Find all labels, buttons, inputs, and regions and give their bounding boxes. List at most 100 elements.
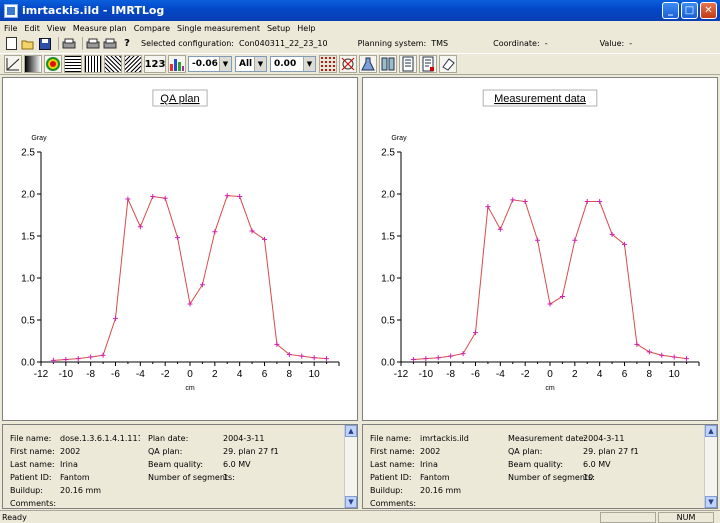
data-point <box>274 341 280 347</box>
data-point <box>212 229 218 235</box>
data-point <box>684 356 690 362</box>
y-tick-label: 2.0 <box>381 190 395 201</box>
report-alt-icon[interactable] <box>419 55 437 73</box>
grid-dots-icon[interactable] <box>319 55 337 73</box>
data-point <box>175 235 181 241</box>
scroll-up-icon[interactable]: ▲ <box>705 425 717 437</box>
x-tick-label: -12 <box>394 369 409 380</box>
eraser-icon[interactable] <box>439 55 457 73</box>
y-axis-label: Gray <box>31 135 47 142</box>
print-icon[interactable] <box>62 37 76 50</box>
close-button[interactable]: ✕ <box>700 2 717 19</box>
diagonal-lines-icon[interactable] <box>104 55 122 73</box>
vertical-lines-icon[interactable] <box>84 55 102 73</box>
segments-label: Number of segments: <box>508 473 595 482</box>
scroll-down-icon[interactable]: ▼ <box>345 496 357 508</box>
data-point <box>50 357 56 363</box>
num-lock-indicator: NUM <box>658 512 714 523</box>
measurement-data-panel: Measurement data Gray 0.0 0.5 1.0 1.5 2.0 2.5 -1… <box>362 77 718 421</box>
qa-plan-info-pane: File name: dose.1.3.6.1.4.1.11157 First … <box>2 424 358 509</box>
menu-view[interactable]: View <box>46 23 66 33</box>
menu-edit[interactable]: Edit <box>24 23 40 33</box>
histogram-icon[interactable] <box>168 55 186 73</box>
menu-setup[interactable]: Setup <box>266 23 291 33</box>
comments-label: Comments: <box>370 499 417 508</box>
app-icon <box>4 3 18 18</box>
minimize-button[interactable]: _ <box>662 2 679 19</box>
menu-help[interactable]: Help <box>297 23 316 33</box>
y-tick-label: 1.5 <box>21 232 35 243</box>
x-tick-label: 10 <box>669 369 681 380</box>
comments-label: Comments: <box>10 499 57 508</box>
x-tick-label: 6 <box>622 369 628 380</box>
new-file-icon[interactable] <box>4 37 18 50</box>
x-tick-label: -6 <box>471 369 480 380</box>
crossed-out-icon[interactable] <box>339 55 357 73</box>
qa-plan-panel: QA plan Gray 0.0 0.5 1.0 1.5 2.0 2.5 -12 -10 -8 -6 -… <box>2 77 358 421</box>
file-name-value: imrtackis.ild <box>420 434 469 443</box>
help-icon[interactable]: ? <box>124 37 130 49</box>
menu-file[interactable]: File <box>4 23 18 33</box>
scroll-up-icon[interactable]: ▲ <box>345 425 357 437</box>
title-bar: imrtackis.ild - IMRTLog _ □ ✕ <box>0 0 720 21</box>
grayscale-icon[interactable] <box>24 55 42 73</box>
info-scrollbar[interactable]: ▲ ▼ <box>704 425 717 508</box>
columns-icon[interactable] <box>379 55 397 73</box>
data-point <box>75 356 81 362</box>
offset-combo[interactable]: -0.06 ▼ <box>188 56 232 72</box>
y-tick-label: 0.0 <box>21 358 35 369</box>
beam-quality-value: 6.0 MV <box>223 460 251 469</box>
menu-measure-plan[interactable]: Measure plan <box>72 23 127 33</box>
data-point <box>671 354 677 360</box>
chevron-down-icon[interactable]: ▼ <box>303 57 315 71</box>
last-name-label: Last name: <box>370 460 415 469</box>
print-setup-icon[interactable] <box>103 37 117 50</box>
x-tick-label: 6 <box>262 369 268 380</box>
selected-configuration-value: Con040311_22_23_10 <box>238 39 328 48</box>
numeric-values-icon[interactable]: 123 <box>144 55 166 73</box>
data-point <box>137 224 143 230</box>
y-tick-label: 1.0 <box>21 274 35 285</box>
value-combo[interactable]: 0.00 ▼ <box>270 56 316 72</box>
info-scrollbar[interactable]: ▲ ▼ <box>344 425 357 508</box>
print-preview-icon[interactable] <box>86 37 100 50</box>
data-point <box>324 356 330 362</box>
beam-quality-label: Beam quality: <box>508 460 564 469</box>
data-point <box>485 204 491 210</box>
chevron-down-icon[interactable]: ▼ <box>254 57 266 71</box>
qa-plan-chart: QA plan Gray 0.0 0.5 1.0 1.5 2.0 2.5 -12 -10 -8 -6 -… <box>21 89 340 392</box>
y-tick-label: 1.5 <box>381 232 395 243</box>
status-text: Ready <box>2 512 27 522</box>
data-point <box>88 354 94 360</box>
patient-id-value: Fantom <box>60 473 90 482</box>
maximize-button[interactable]: □ <box>681 2 698 19</box>
line-profile-icon[interactable] <box>4 55 22 73</box>
segment-combo[interactable]: All ▼ <box>235 56 267 72</box>
chart-title: QA plan <box>160 93 199 105</box>
open-folder-icon[interactable] <box>21 37 35 50</box>
horizontal-lines-icon[interactable] <box>64 55 82 73</box>
data-point <box>659 352 665 358</box>
scroll-down-icon[interactable]: ▼ <box>705 496 717 508</box>
chevron-down-icon[interactable]: ▼ <box>219 57 231 71</box>
first-name-value: 2002 <box>60 447 81 456</box>
menu-single-measurement[interactable]: Single measurement <box>177 23 260 33</box>
x-tick-label: 4 <box>597 369 603 380</box>
toolbar-separator <box>82 37 83 50</box>
save-icon[interactable] <box>38 37 52 50</box>
x-tick-label: -4 <box>496 369 505 380</box>
x-tick-label: -10 <box>419 369 434 380</box>
data-point <box>224 193 230 199</box>
chart-title-frame <box>482 89 598 107</box>
flask-icon[interactable] <box>359 55 377 73</box>
y-tick-label: 0.0 <box>381 358 395 369</box>
first-name-label: First name: <box>10 447 55 456</box>
menu-compare[interactable]: Compare <box>133 23 170 33</box>
data-point <box>162 195 168 201</box>
report-icon[interactable] <box>399 55 417 73</box>
x-tick-label: -2 <box>521 369 530 380</box>
diagonal-lines-alt-icon[interactable] <box>124 55 142 73</box>
isodose-icon[interactable] <box>44 55 62 73</box>
data-point <box>113 315 118 321</box>
data-point <box>448 353 454 359</box>
